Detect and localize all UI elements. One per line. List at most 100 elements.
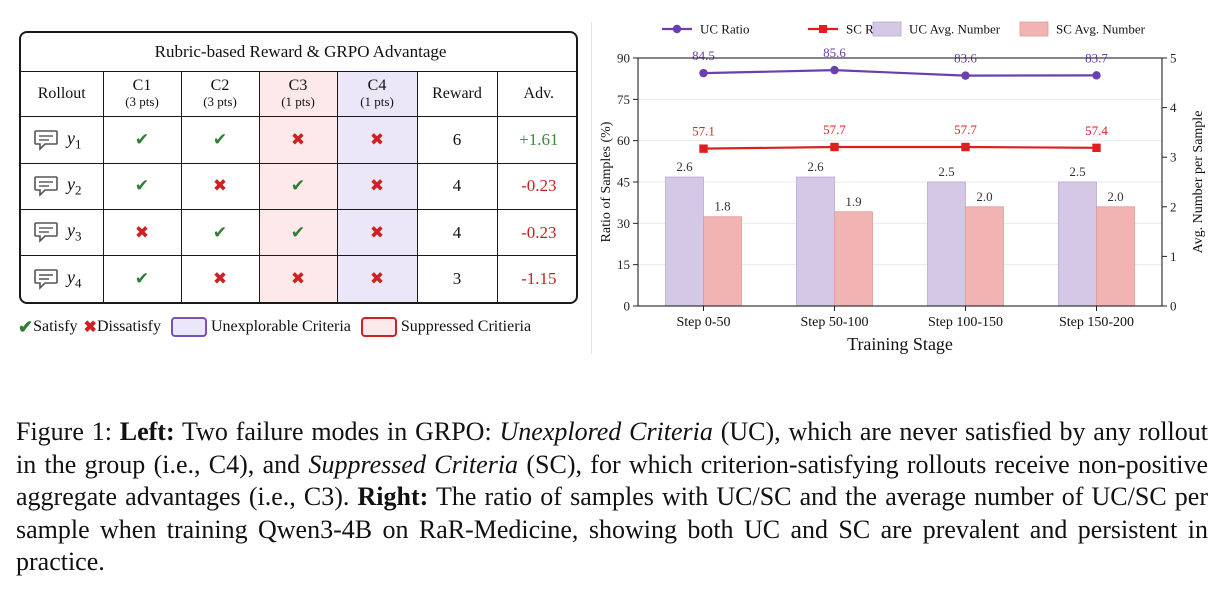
caption-uc-term: Unexplored Criteria <box>499 417 713 446</box>
cross-icon: ✖ <box>180 255 260 302</box>
figure-caption: Figure 1: Left: Two failure modes in GRP… <box>16 416 1208 579</box>
uc-bar <box>665 176 704 307</box>
caption-sc-term: Suppressed Criteria <box>308 449 519 479</box>
check-icon: ✔ <box>18 316 34 337</box>
cross-icon: ✖ <box>258 255 338 302</box>
header-c1-label: C1 <box>132 77 152 95</box>
legend-marker <box>819 25 827 33</box>
right-tick-label: 3 <box>1170 150 1177 165</box>
uc-ratio-point <box>1092 71 1101 80</box>
rollout-index: 3 <box>75 228 82 244</box>
right-tick-label: 5 <box>1170 51 1177 66</box>
header-c1: C1 (3 pts) <box>102 71 182 118</box>
sc-ratio-line <box>703 145 1097 150</box>
left-tick-label: 15 <box>617 257 630 272</box>
uc-ratio-point <box>699 68 708 78</box>
failure-mode-chart: 2.61.82.61.92.52.02.52.084.5 85.6 83.6 83.7… <box>599 21 1206 355</box>
sc-ratio-point <box>830 142 839 152</box>
uc-bar <box>1058 181 1097 307</box>
cross-icon: ✖ <box>83 319 97 336</box>
sc-bar-label: 1.9 <box>845 194 861 209</box>
panel-divider <box>591 22 592 354</box>
x-tick-label: Step 100-150 <box>928 315 1003 330</box>
uc-bar-label: 2.6 <box>807 159 824 174</box>
table-row: y2 ✔ ✖ ✔ ✖ 4 -0.23 <box>21 162 576 210</box>
check-icon: ✔ <box>258 208 338 257</box>
check-icon: ✔ <box>102 116 182 164</box>
table-row: y4 ✔ ✖ ✖ ✖ 3 -1.15 <box>21 255 576 302</box>
caption-right-label: Right: <box>357 482 429 511</box>
check-icon: ✔ <box>258 162 338 210</box>
cross-icon: ✖ <box>336 162 418 210</box>
legend-label: SC Avg. Number <box>1056 22 1146 37</box>
legend-satisfy: Satisfy <box>33 318 78 335</box>
reward-cell: 3 <box>416 255 498 302</box>
header-c2-label: C2 <box>210 77 230 95</box>
right-axis-label: Avg. Number per Sample <box>1191 111 1206 254</box>
table-row: y1 ✔ ✔ ✖ ✖ 6 +1.61 <box>21 116 576 164</box>
sc-bar <box>1096 206 1135 307</box>
rubric-table: Rubric-based Reward & GRPO Advantage Rol… <box>19 31 578 304</box>
advantage-cell: -0.23 <box>496 162 576 210</box>
reward-cell: 4 <box>416 208 498 257</box>
sc-ratio-point <box>699 144 708 153</box>
cross-icon: ✖ <box>336 255 418 302</box>
sc-ratio-label: 57.7 <box>823 122 846 137</box>
rollout-name: y <box>67 174 75 195</box>
uc-ratio-label: 84.5 <box>692 48 715 63</box>
x-tick-label: Step 0-50 <box>676 315 730 330</box>
right-tick-label: 2 <box>1170 199 1177 214</box>
message-icon <box>33 175 59 198</box>
rollout-cell: y3 <box>21 208 104 257</box>
sc-bar <box>703 216 742 307</box>
sc-ratio-point <box>961 142 970 152</box>
legend-dissatisfy: Dissatisfy <box>96 318 161 335</box>
rollout-index: 4 <box>75 275 82 291</box>
sc-ratio-label: 57.4 <box>1085 123 1108 138</box>
header-c3-label: C3 <box>288 77 308 95</box>
legend-swatch <box>1019 21 1049 37</box>
sc-bar-label: 2.0 <box>976 189 992 204</box>
rollout-cell: y2 <box>21 162 104 210</box>
uc-bar <box>796 176 835 307</box>
x-tick-label: Step 50-100 <box>800 315 868 330</box>
caption-t3: (SC), for which criterion-satisfying rol… <box>16 449 1208 512</box>
check-icon: ✔ <box>180 116 260 164</box>
check-icon: ✔ <box>102 162 182 210</box>
message-icon <box>33 129 59 151</box>
sc-ratio-label: 57.1 <box>692 124 715 139</box>
caption-t4: The ratio of samples with UC/SC and the … <box>16 482 1208 576</box>
header-c2-pts: (3 pts) <box>203 94 237 110</box>
sc-ratio-point <box>1092 143 1101 153</box>
rollout-index: 1 <box>75 136 82 152</box>
left-tick-label: 75 <box>617 92 630 107</box>
uc-ratio-point <box>830 65 839 75</box>
caption-left-label: Left: <box>119 417 175 446</box>
message-icon <box>33 268 59 290</box>
header-adv: Adv. <box>496 71 576 118</box>
table-legend: ✔ Satisfy ✖ Dissatisfy Unexplorable Criter… <box>18 315 531 339</box>
right-tick-label: 4 <box>1170 100 1177 115</box>
caption-t1: Two failure modes in GRPO: <box>174 417 500 446</box>
rollout-index: 2 <box>75 182 82 198</box>
legend-unexplorable: Unexplorable Criteria <box>210 318 351 335</box>
advantage-cell: -0.23 <box>496 208 576 257</box>
cross-icon: ✖ <box>336 116 418 164</box>
x-axis-label: Training Stage <box>847 334 953 354</box>
left-axis-label: Ratio of Samples (%) <box>599 121 614 242</box>
header-c3: C3 (1 pts) <box>258 71 338 118</box>
uc-bar <box>927 181 966 307</box>
sc-bar-label: 1.8 <box>714 199 730 214</box>
legend-sc-swatch <box>360 317 397 337</box>
rollout-name: y <box>67 266 75 287</box>
left-tick-label: 60 <box>617 133 630 148</box>
header-rollout: Rollout <box>21 71 104 118</box>
rollout-cell: y4 <box>21 255 104 302</box>
legend-label: UC Ratio <box>700 22 749 37</box>
header-c4-label: C4 <box>367 77 387 95</box>
caption-t2: (UC), which are never satisfied by any r… <box>16 417 1209 479</box>
uc-ratio-point <box>961 71 970 80</box>
sc-ratio-label: 57.7 <box>954 122 977 137</box>
caption-fig: Figure 1: <box>16 417 120 446</box>
sc-bar <box>965 206 1004 307</box>
